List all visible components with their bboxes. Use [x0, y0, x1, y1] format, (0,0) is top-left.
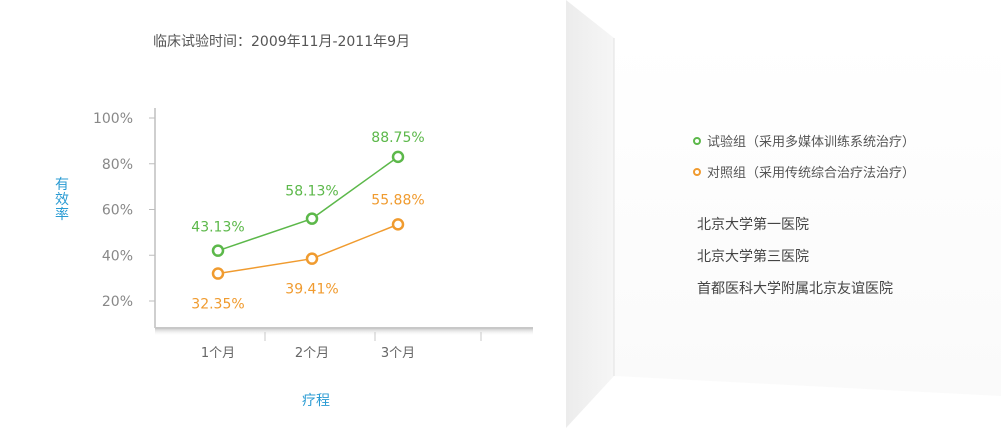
data-point-trial	[391, 150, 405, 164]
y-tick-label: 100%	[93, 111, 133, 127]
folded-panel-background	[566, 0, 1001, 428]
legend-marker-control	[693, 167, 701, 176]
legend-marker-trial	[693, 136, 701, 145]
y-tick-label: 60%	[102, 203, 133, 219]
hospital-1: 北京大学第一医院	[697, 217, 809, 233]
x-tick-label: 2个月	[295, 346, 329, 361]
legend-item-trial: 试验组（采用多媒体训练系统治疗）	[693, 131, 915, 150]
y-tick-label: 80%	[102, 157, 133, 173]
x-axis-shadow	[155, 328, 533, 336]
hospital-2: 北京大学第三医院	[697, 249, 809, 265]
data-label-trial: 88.75%	[371, 130, 424, 146]
data-point-trial	[305, 212, 319, 225]
y-axis-label: 有效率	[55, 177, 69, 223]
x-axis-label: 疗程	[302, 393, 330, 409]
legend-item-control: 对照组（采用传统综合治疗法治疗）	[693, 162, 915, 181]
data-point-control	[305, 252, 319, 265]
hospital-3: 首都医科大学附属北京友谊医院	[697, 281, 893, 297]
x-tick-label: 1个月	[201, 346, 235, 361]
x-tick-label: 3个月	[381, 346, 415, 361]
clinical-period-title: 临床试验时间：2009年11月-2011年9月	[153, 34, 411, 50]
data-label-trial: 58.13%	[285, 184, 338, 200]
data-label-control: 55.88%	[371, 192, 424, 208]
series-line-control	[217, 223, 399, 275]
data-point-trial	[211, 244, 225, 257]
data-point-control	[211, 267, 225, 280]
legend-label-control: 对照组（采用传统综合治疗法治疗）	[707, 166, 916, 181]
legend-label-trial: 试验组（采用多媒体训练系统治疗）	[707, 135, 916, 150]
data-label-control: 32.35%	[191, 297, 244, 313]
line-chart: 100% 80% 60% 40% 20% 1个月 2个月 3个月 43.13% 58.13% 88…	[93, 108, 533, 361]
data-point-control	[391, 218, 405, 231]
y-tick-label: 40%	[102, 248, 133, 264]
data-label-trial: 43.13%	[191, 220, 244, 236]
y-tick-label: 20%	[102, 294, 133, 310]
chart-panel	[0, 0, 566, 428]
data-label-control: 39.41%	[285, 282, 338, 298]
